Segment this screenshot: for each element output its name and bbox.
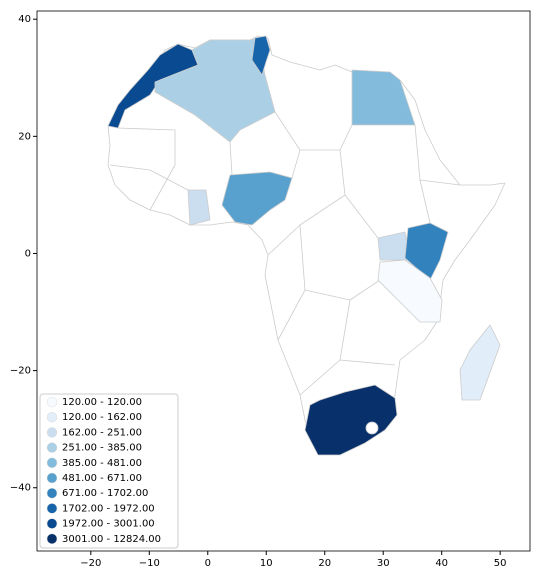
legend-label: 481.00 - 671.00	[62, 473, 142, 484]
y-tick-label: −40	[10, 483, 31, 494]
x-tick-label: −20	[80, 558, 101, 569]
y-tick-label: 40	[18, 14, 31, 25]
x-tick-label: 40	[435, 558, 448, 569]
legend-label: 120.00 - 120.00	[62, 397, 142, 408]
legend-swatch	[46, 503, 58, 514]
legend-label: 1972.00 - 3001.00	[62, 519, 155, 530]
legend-swatch	[46, 411, 58, 423]
x-tick-label: 10	[260, 558, 273, 569]
y-tick-label: −20	[10, 366, 31, 377]
y-tick-label: 0	[25, 248, 31, 259]
legend-box	[39, 393, 179, 549]
region	[404, 222, 449, 281]
legend-label: 251.00 - 385.00	[62, 443, 142, 454]
legend-swatch	[46, 427, 58, 438]
legend-label: 1702.00 - 1972.00	[62, 503, 155, 514]
legend-swatch	[46, 518, 58, 529]
legend-swatch	[46, 442, 58, 453]
x-tick-label: 50	[494, 558, 507, 569]
legend-swatch	[46, 396, 58, 408]
border	[109, 111, 461, 396]
region	[351, 69, 416, 126]
x-tick-label: −10	[139, 558, 160, 569]
axes-frame	[36, 10, 531, 552]
map	[107, 35, 506, 456]
legend-label: 162.00 - 251.00	[62, 427, 142, 438]
x-tick-label: 0	[205, 558, 211, 569]
legend-swatch	[46, 472, 58, 484]
legend-swatch	[46, 487, 58, 499]
region	[377, 259, 443, 323]
legend-label: 385.00 - 481.00	[62, 458, 142, 469]
region	[154, 37, 276, 143]
legend-swatch	[46, 457, 58, 469]
region	[221, 171, 293, 226]
legend-label: 3001.00 - 12824.00	[62, 534, 161, 545]
legend-swatch	[46, 533, 58, 545]
x-tick-label: 20	[318, 558, 331, 569]
region	[187, 189, 211, 226]
y-tick-label: 20	[18, 131, 31, 142]
region	[304, 384, 398, 456]
legend-label: 120.00 - 162.00	[62, 412, 142, 423]
region	[251, 35, 271, 76]
x-tick-label: 30	[377, 558, 390, 569]
region	[365, 421, 379, 435]
legend-label: 671.00 - 1702.00	[62, 488, 148, 499]
region	[459, 324, 501, 401]
